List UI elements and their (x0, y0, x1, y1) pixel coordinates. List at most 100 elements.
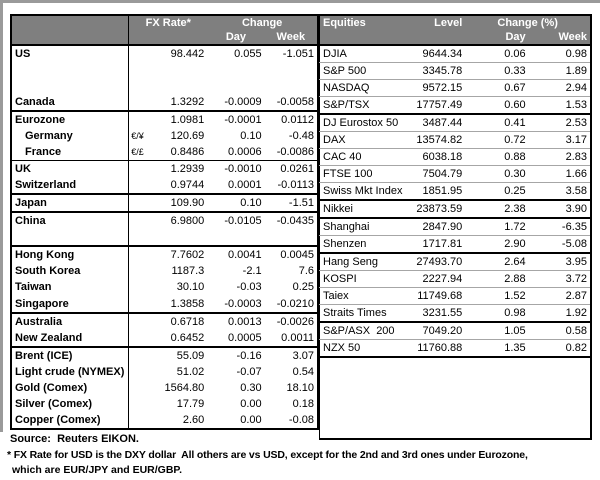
fx-week-change-cell: 3.07 (292, 349, 314, 362)
fx-week-change-cell: 0.0011 (281, 331, 314, 344)
index-name-cell: Shenzen (323, 238, 367, 250)
equity-row: Straits Times 3231.55 0.98 1.92 (319, 304, 591, 323)
fx-day-change-cell: 0.0006 (227, 146, 262, 159)
currency-pair-cell (129, 177, 145, 194)
index-name-cell: CAC 40 (323, 151, 362, 163)
index-name-cell: S&P/ASX 200 (323, 325, 395, 337)
index-name-cell: DAX (323, 134, 346, 146)
currency-pair-cell (129, 295, 145, 312)
fx-row: UK 1.2939 -0.0010 0.0261 (11, 160, 318, 178)
equity-row: DJIA 9644.34 0.06 0.98 (320, 45, 592, 63)
fx-change-header: Change (207, 15, 318, 30)
equities-header: Equities (319, 15, 408, 30)
equity-row: Hang Seng 27493.70 2.64 3.95 (319, 253, 591, 271)
index-name-cell: Swiss Mkt Index (323, 185, 403, 197)
eq-week-change-cell: 2.53 (565, 117, 587, 129)
eq-day-change-cell: 1.35 (504, 342, 526, 354)
eq-day-change-cell: 0.60 (504, 99, 526, 111)
eq-week-change-cell: 1.53 (565, 99, 587, 111)
eq-week-change-cell: 0.58 (565, 325, 587, 337)
eq-week-change-cell (529, 374, 591, 390)
currency-pair-cell: €/¥ (131, 131, 144, 142)
fx-row: US 98.442 0.055 -1.051 (11, 45, 318, 63)
index-name-cell: NZX 50 (323, 342, 361, 354)
index-level-cell: 11760.88 (417, 342, 463, 354)
equity-row: S&P 500 3345.78 0.33 1.89 (319, 62, 591, 80)
fx-row: Taiwan 30.10 -0.03 0.25 (11, 279, 318, 296)
eq-day-change-cell: 2.88 (504, 273, 526, 285)
country-cell: New Zealand (11, 329, 130, 347)
eq-day-change-cell: 2.64 (504, 256, 526, 268)
fx-day-change-cell: -0.07 (236, 365, 262, 378)
fx-rate-cell (145, 78, 207, 94)
index-level-cell (408, 357, 465, 374)
fx-week-change-cell: 0.0045 (280, 249, 314, 262)
country-cell: Brent (ICE) (11, 346, 130, 364)
eq-week-change-cell (529, 422, 591, 439)
index-level-cell: 17757.49 (416, 99, 463, 111)
country-cell: Switzerland (11, 177, 130, 195)
eq-day-change-cell: 1.52 (504, 290, 526, 302)
currency-pair-cell (129, 313, 145, 330)
currency-pair-cell (129, 194, 145, 212)
fx-week-change-cell: -0.0058 (276, 96, 314, 109)
index-name-cell: NASDAQ (323, 82, 370, 94)
index-name-cell: S&P/TSX (323, 99, 370, 111)
fx-day-change-cell: -0.16 (236, 349, 262, 362)
eq-week-change-cell: 0.82 (565, 342, 587, 354)
currency-pair-cell (129, 62, 145, 78)
fx-row: Japan 109.90 0.10 -1.51 (11, 194, 318, 213)
currency-pair-cell (129, 212, 145, 229)
index-level-cell: 1851.95 (422, 185, 463, 197)
index-name-cell: Straits Times (323, 307, 387, 319)
index-name-cell: KOSPI (323, 273, 357, 285)
eq-week-change-cell: 0.98 (565, 48, 587, 60)
currency-pair-cell (129, 330, 145, 347)
fx-day-change-cell: 0.10 (240, 130, 262, 143)
currency-pair-cell (129, 161, 145, 178)
country-cell: Gold (Comex) (11, 379, 130, 396)
eq-day-change-cell: 2.90 (504, 238, 526, 250)
currency-pair-cell (129, 347, 145, 364)
equity-row: Taiex 11749.68 1.52 2.87 (319, 287, 591, 305)
eq-day-change-cell (465, 374, 528, 390)
fx-rate-cell: 109.90 (170, 197, 205, 210)
fx-week-change-cell: 7.6 (298, 265, 314, 278)
index-level-cell: 7049.20 (422, 325, 463, 337)
fx-table-header: FX Rate* Change Day Week (11, 15, 318, 45)
fx-row: China 6.9800 -0.0105 -0.0435 (11, 212, 318, 230)
fx-week-change-cell: -0.0113 (277, 179, 315, 192)
country-cell: Germany (11, 128, 130, 145)
index-level-cell: 9572.15 (422, 82, 463, 94)
fx-week-change-cell: -1.051 (282, 48, 314, 61)
fx-day-change-cell: -2.1 (242, 265, 262, 278)
fx-footnote-line2: which are EUR/JPY and EUR/GBP. (12, 464, 182, 476)
index-name-cell: Hang Seng (323, 256, 379, 268)
currency-pair-cell (129, 263, 145, 279)
window-top-edge (0, 0, 600, 3)
fx-rate-cell: 55.09 (176, 349, 205, 362)
country-cell: Taiwan (11, 279, 130, 296)
index-level-cell: 6038.18 (422, 151, 463, 163)
fx-week-change-cell (265, 229, 318, 246)
fx-week-change-cell: -0.0026 (276, 315, 314, 328)
fx-row: Eurozone 1.0981 -0.0001 0.0112 (11, 111, 318, 129)
eq-day-change-cell (465, 406, 528, 422)
eq-week-header: Week (528, 30, 591, 45)
fx-day-header: Day (207, 30, 265, 45)
fx-day-change-cell (207, 78, 264, 94)
fx-rate-cell: 6.9800 (170, 215, 205, 228)
country-cell (11, 78, 130, 95)
fx-day-change-cell: -0.0009 (224, 96, 262, 109)
eq-week-change-cell: 1.89 (565, 65, 587, 77)
fx-rate-cell: 7.7602 (170, 249, 205, 262)
fx-row (11, 62, 318, 79)
fx-day-change-cell (207, 62, 264, 78)
fx-row: Light crude (NYMEX) 51.02 -0.07 0.54 (11, 363, 318, 380)
equity-row: Swiss Mkt Index 1851.95 0.25 3.58 (319, 182, 591, 201)
index-level-cell: 27493.70 (416, 256, 463, 268)
currency-pair-cell (129, 45, 145, 62)
eq-day-header: Day (465, 30, 529, 45)
index-name-cell: FTSE 100 (323, 168, 373, 180)
currency-pair-cell (129, 111, 145, 128)
